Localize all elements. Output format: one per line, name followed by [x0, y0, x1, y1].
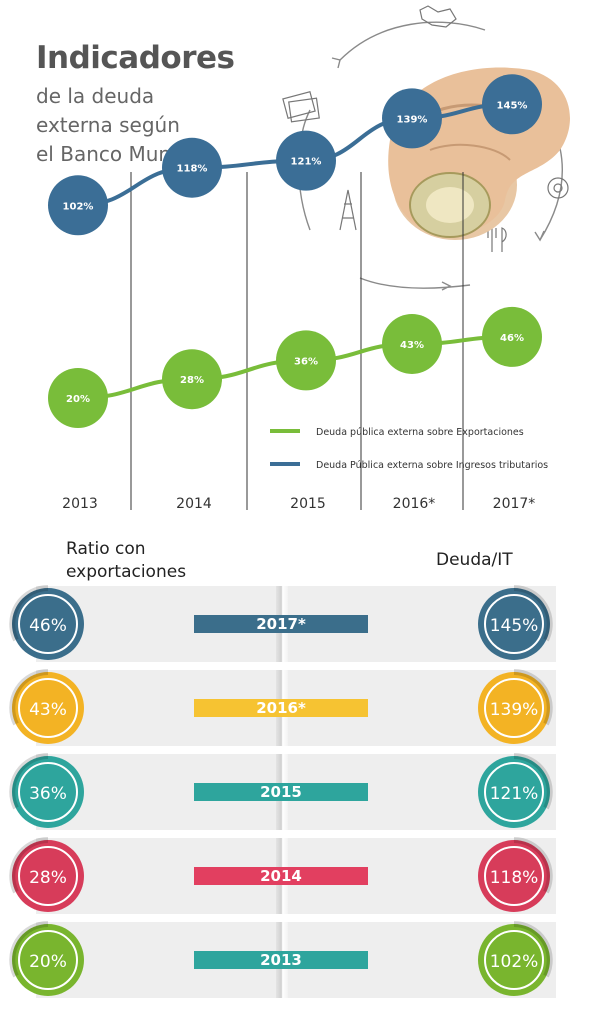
year-row: 20% 2013 102% — [0, 920, 600, 1000]
map-icon — [419, 5, 457, 28]
data-point-circle — [48, 368, 108, 428]
badge-value: 145% — [490, 616, 539, 636]
year-bar: 2017* — [194, 615, 368, 633]
data-point-label: 139% — [397, 114, 428, 125]
debt-it-badge: 145% — [478, 585, 553, 660]
data-point-circle — [382, 313, 442, 374]
data-point-circle — [162, 137, 222, 198]
exports-ratio-badge: 46% — [9, 585, 84, 660]
exports-ratio-header: Ratio con exportaciones — [66, 539, 187, 582]
badge-value: 102% — [490, 952, 539, 972]
year-row: 36% 2015 121% — [0, 752, 600, 832]
data-point-label: 118% — [177, 164, 208, 175]
data-point-label: 20% — [66, 394, 90, 405]
year-bar: 2014 — [194, 867, 368, 885]
year-rows: 46% 2017* 145% 43% 2016* 139% — [0, 584, 600, 1009]
debt-it-header: Deuda/IT — [436, 550, 513, 570]
year-bar: 2013 — [194, 951, 368, 969]
badge-value: 121% — [490, 784, 539, 804]
debt-it-badge: 121% — [478, 753, 553, 828]
debt-it-badge: 118% — [478, 837, 553, 912]
data-point-label: 28% — [180, 375, 204, 386]
year-bar: 2015 — [194, 783, 368, 801]
badge-value: 43% — [29, 700, 67, 720]
data-point-circle — [382, 88, 442, 149]
cycle-arrow-top — [339, 21, 486, 61]
x-tick-label: 2016* — [393, 496, 436, 512]
x-tick-label: 2015 — [290, 496, 326, 512]
data-point-circle — [276, 330, 336, 391]
exports-ratio-badge: 20% — [9, 921, 84, 996]
year-row: 46% 2017* 145% — [0, 584, 600, 664]
data-point-label: 36% — [294, 356, 318, 367]
badge-value: 139% — [490, 700, 539, 720]
tower-icon — [339, 189, 357, 231]
column-dividers — [130, 172, 464, 510]
badge-value: 46% — [29, 616, 67, 636]
gear-icon — [547, 177, 569, 199]
year-row: 43% 2016* 139% — [0, 668, 600, 748]
badge-value: 36% — [29, 784, 67, 804]
data-point-circle — [48, 175, 108, 236]
cycle-arrow-bottom — [359, 277, 471, 289]
data-point-label: 145% — [497, 100, 528, 111]
cutlery-icon — [487, 227, 507, 252]
year-bar: 2016* — [194, 699, 368, 717]
year-row: 28% 2014 118% — [0, 836, 600, 916]
data-point-label: 46% — [500, 333, 524, 344]
x-tick-label: 2013 — [62, 496, 98, 512]
legend-label: Deuda Pública externa sobre Ingresos tri… — [316, 460, 548, 471]
exports-ratio-badge: 36% — [9, 753, 84, 828]
badge-value: 20% — [29, 952, 67, 972]
chart-legend: Deuda pública externa sobre Exportacione… — [270, 427, 548, 471]
x-axis-ticks: 2013 2014 2015 2016* 2017* — [62, 496, 535, 512]
exports-ratio-badge: 43% — [9, 669, 84, 744]
legend-label: Deuda pública externa sobre Exportacione… — [316, 427, 524, 438]
data-point-circle — [482, 306, 542, 367]
debt-it-badge: 102% — [478, 921, 553, 996]
data-point-label: 121% — [291, 157, 322, 168]
data-point-circle — [162, 349, 222, 410]
data-points: 102% 118% 121% 139% 145% 20% 28% 36% 43% 46% — [48, 74, 542, 428]
data-point-circle — [276, 130, 336, 191]
badge-value: 118% — [490, 868, 539, 888]
money-bills-icon — [282, 90, 316, 120]
data-point-label: 102% — [63, 201, 94, 212]
data-point-circle — [482, 74, 542, 135]
line-chart: 102% 118% 121% 139% 145% 20% 28% 36% 43% 46% 2013… — [48, 74, 548, 512]
data-point-label: 43% — [400, 340, 424, 351]
page-title: Indicadores — [36, 40, 235, 76]
x-tick-label: 2014 — [176, 496, 212, 512]
exports-ratio-badge: 28% — [9, 837, 84, 912]
badge-value: 28% — [29, 868, 67, 888]
debt-it-badge: 139% — [478, 669, 553, 744]
x-tick-label: 2017* — [493, 496, 536, 512]
